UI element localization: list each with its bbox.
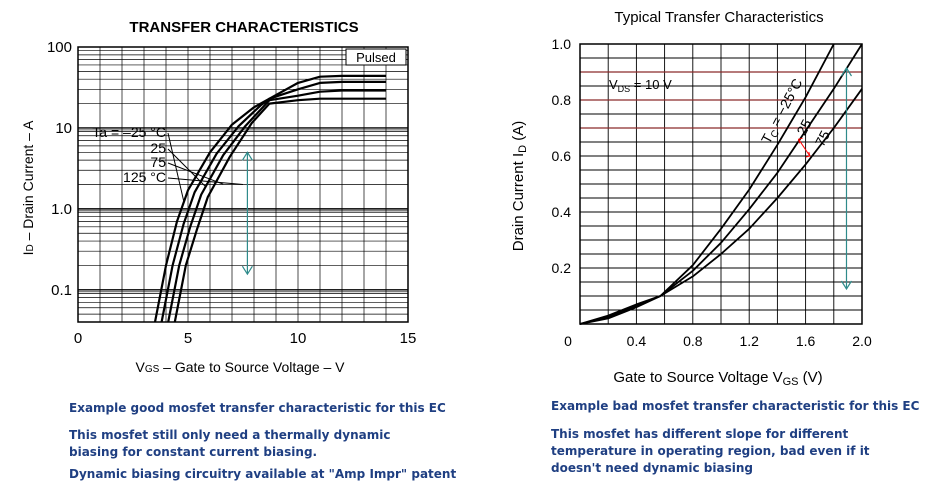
left-legend-label-2: 75: [150, 154, 166, 170]
left-x-tick-label: 15: [400, 330, 417, 347]
left-caption-line-3: Dynamic biasing circuitry available at "…: [69, 467, 457, 481]
left-arrow-head-up: [241, 151, 253, 161]
left-arrow-head-down: [241, 265, 253, 276]
left-y-tick-label: 0.1: [51, 282, 72, 299]
left-legend-leader-3: [167, 177, 244, 185]
left-legend-leader-0: [167, 132, 185, 201]
left-curves: [153, 74, 386, 323]
left-range-arrow: [241, 151, 253, 276]
left-caption-line-2: biasing for constant current biasing.: [69, 445, 318, 459]
left-y-tick-label: 1.0: [51, 201, 72, 218]
left-x-tick-label: 10: [290, 330, 307, 347]
left-legend-label-1: 25: [150, 140, 166, 156]
left-legend-label-0: Ta = –25 °C: [92, 124, 166, 140]
left-legend-leader-2: [167, 162, 224, 185]
left-x-tick-label: 0: [74, 330, 82, 347]
left-chart-title: TRANSFER CHARACTERISTICS: [129, 19, 358, 36]
right-caption-line-2: temperature in operating region, bad eve…: [551, 444, 870, 458]
left-legend-label-3: 125 °C: [123, 169, 166, 185]
left-pulsed-note: Pulsed: [356, 50, 396, 65]
left-y-axis-label: ID – Drain Current – A: [20, 120, 36, 256]
left-grid: [78, 47, 408, 323]
left-series-line-0: [153, 74, 386, 323]
left-series-line-1: [160, 80, 386, 323]
left-tick-labels: 0 5 10 15 0.1 1.0 10 100: [47, 39, 416, 347]
left-y-tick-label: 10: [55, 120, 72, 137]
right-caption-line-1: This mosfet has different slope for diff…: [551, 427, 849, 441]
left-x-tick-label: 5: [184, 330, 192, 347]
left-series-line-2: [167, 89, 386, 323]
left-series-line-3: [173, 97, 386, 323]
left-caption-title: Example good mosfet transfer characteris…: [69, 401, 446, 415]
right-caption-title: Example bad mosfet transfer characterist…: [551, 399, 920, 413]
left-caption-line-1: This mosfet still only need a thermally …: [69, 428, 391, 442]
left-x-axis-label: VGS – Gate to Source Voltage – V: [135, 359, 345, 375]
right-caption-line-3: doesn't need dynamic biasing: [551, 461, 753, 475]
left-y-tick-label: 100: [47, 39, 72, 56]
